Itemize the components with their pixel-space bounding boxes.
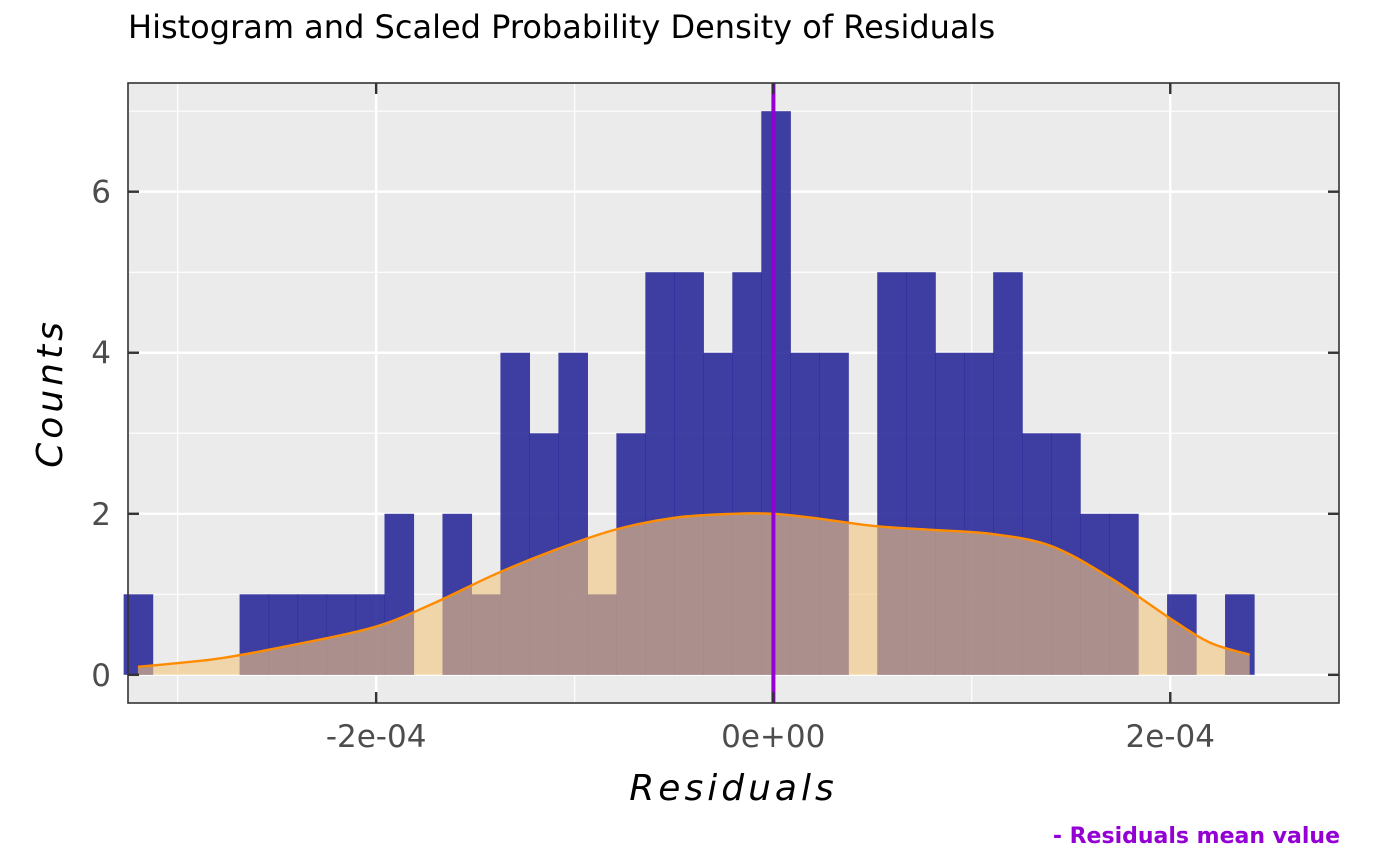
plot-frame [127, 82, 1340, 704]
y-axis-title: Counts [30, 318, 71, 468]
chart-title: Histogram and Scaled Probability Density… [128, 8, 996, 46]
density-area [137, 513, 1250, 675]
density-curve [137, 512, 1251, 675]
y-tick-label: 4 [91, 336, 111, 372]
y-tick-label: 6 [91, 175, 111, 211]
x-axis-title: Residuals [629, 768, 837, 809]
axes: -2e-04 0e+00 2e-04 0 2 4 6 [91, 83, 1339, 755]
mean-value-caption: - Residuals mean value [1052, 824, 1340, 849]
x-tick-label: 2e-04 [1126, 719, 1215, 755]
density-line [137, 512, 1251, 668]
y-tick-label: 2 [91, 497, 111, 533]
x-tick-label: -2e-04 [326, 719, 427, 755]
y-tick-label: 0 [91, 658, 111, 694]
x-tick-label: 0e+00 [721, 719, 825, 755]
